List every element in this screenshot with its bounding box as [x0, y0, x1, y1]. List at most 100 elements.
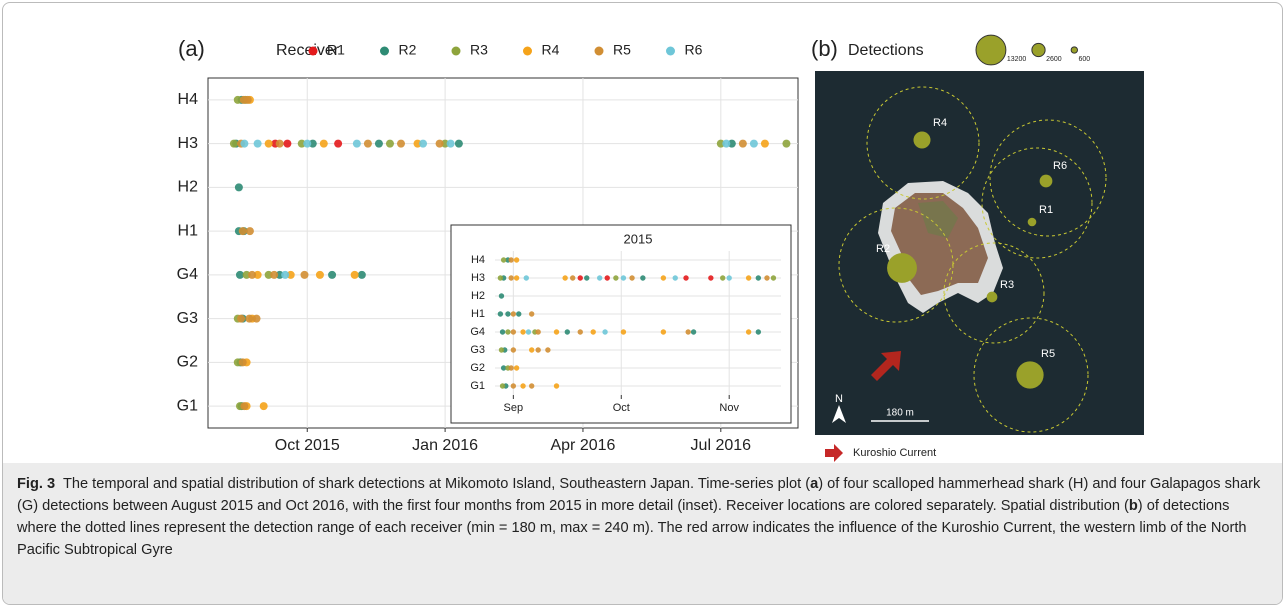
y-tick-label: H3	[471, 272, 485, 284]
y-tick-label: G1	[470, 380, 485, 392]
receiver-bubble	[986, 291, 998, 303]
detection	[446, 139, 455, 148]
size-legend-marker	[975, 34, 1007, 66]
receiver-label: R6	[1053, 160, 1067, 172]
detection	[374, 139, 383, 148]
detection-range	[866, 86, 980, 200]
detection	[500, 365, 507, 371]
legend-marker	[594, 46, 604, 56]
detection	[508, 257, 514, 263]
detection	[562, 275, 568, 281]
detection	[577, 275, 583, 281]
y-tick-label: H1	[471, 308, 485, 320]
detection	[234, 183, 243, 192]
size-legend-label: 600	[1078, 56, 1090, 63]
legend-label: R3	[470, 42, 488, 58]
detection	[505, 311, 511, 317]
detection	[683, 275, 689, 281]
detection	[240, 402, 249, 411]
detection	[264, 139, 273, 148]
arrow-legend-marker	[825, 444, 843, 462]
receiver-label: R2	[876, 243, 890, 255]
y-tick-label: G4	[470, 326, 485, 338]
detection	[237, 314, 246, 323]
detection	[300, 270, 309, 279]
receiver-label: R3	[1000, 279, 1014, 291]
legend-label: R1	[327, 42, 345, 58]
detection	[545, 347, 551, 353]
legend-marker	[666, 46, 675, 56]
detection	[660, 275, 667, 281]
y-tick-label: G2	[177, 354, 198, 371]
x-tick-label: Sep	[504, 402, 524, 414]
detection	[275, 270, 284, 279]
caption-segment: The temporal and spatial distribution of…	[62, 476, 811, 492]
detection	[396, 139, 405, 148]
x-tick-label: Apr 2016	[550, 437, 615, 454]
detection	[233, 95, 242, 104]
inset-plot: 2015 Sep Oct Nov H4 H3 H2 H1 G4 G3 G2 G1	[470, 231, 781, 414]
detection	[357, 270, 366, 279]
y-tick-label: H2	[178, 179, 199, 196]
detection	[520, 383, 526, 389]
detection	[577, 329, 583, 335]
detection	[385, 139, 394, 148]
detection	[513, 257, 520, 263]
x-tick-label: Jul 2016	[691, 437, 752, 454]
receiver-bubble	[1027, 217, 1037, 227]
y-tick-label: G1	[177, 397, 198, 414]
detection	[315, 270, 324, 279]
detection	[240, 139, 249, 148]
detection-range	[989, 119, 1107, 237]
north-label: N	[835, 393, 843, 405]
detection	[334, 139, 343, 148]
receiver-bubble	[1016, 361, 1044, 389]
detection	[235, 270, 244, 279]
scale-label: 180 m	[886, 408, 914, 419]
legend-label: R2	[399, 42, 417, 58]
current-arrow	[871, 351, 901, 381]
detection	[297, 139, 306, 148]
detection	[498, 347, 505, 353]
detection	[590, 329, 596, 335]
detection	[238, 358, 247, 367]
detection	[596, 275, 603, 281]
detection	[350, 270, 359, 279]
detection	[584, 275, 590, 281]
detection	[672, 275, 678, 281]
map: N 180 m R1 R2 R3 R4 R5 R6	[815, 71, 1144, 435]
caption-text: The temporal and spatial distribution of…	[17, 476, 1260, 558]
legend: R1 R2 R3 R4 R5 R6	[308, 42, 703, 58]
detection	[553, 329, 560, 335]
x-tick-label: Oct	[613, 402, 630, 414]
detection	[604, 275, 610, 281]
detection	[497, 311, 504, 317]
detection	[510, 329, 517, 335]
receiver-label: R1	[1039, 204, 1053, 216]
detection	[510, 347, 517, 353]
detection	[253, 139, 262, 148]
figure-label: Fig. 3	[17, 476, 56, 492]
detection	[245, 227, 254, 236]
detection	[270, 270, 279, 279]
detection	[419, 139, 428, 148]
detection-range	[981, 147, 1093, 259]
detection	[238, 227, 247, 236]
detection	[523, 275, 529, 281]
detection	[508, 275, 514, 281]
detection	[716, 139, 725, 148]
north-arrow	[832, 405, 846, 423]
detection	[553, 383, 560, 389]
legend-title: Receiver	[276, 42, 340, 59]
detection	[640, 275, 646, 281]
receivers: R1 R2 R3 R4 R5 R6	[838, 86, 1107, 433]
detection	[564, 329, 571, 335]
detection	[516, 311, 522, 317]
detection	[500, 257, 507, 263]
detection	[441, 139, 450, 148]
detection	[413, 139, 422, 148]
detection	[722, 139, 731, 148]
x-tick-label: Nov	[719, 402, 739, 414]
size-legend-marker	[1070, 46, 1078, 54]
